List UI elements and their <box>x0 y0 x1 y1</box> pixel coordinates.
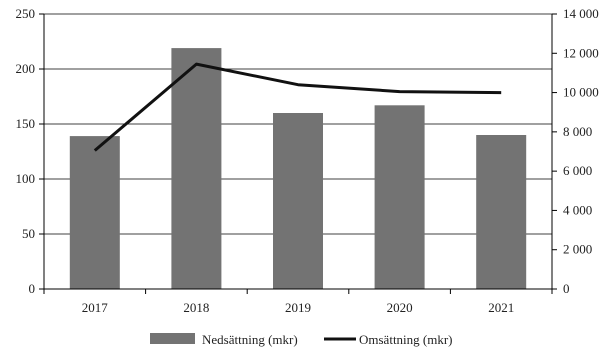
line-series-omsattning <box>93 62 502 152</box>
y-right-tick-label: 2 000 <box>563 242 592 257</box>
y-right-tick-label: 0 <box>563 281 570 296</box>
x-tick-label: 2017 <box>82 300 109 315</box>
bar-2018 <box>171 48 222 289</box>
bar-2021 <box>476 135 527 289</box>
x-tick-label: 2020 <box>387 300 413 315</box>
y-right-tick-label: 10 000 <box>563 85 599 100</box>
x-tick-label: 2019 <box>285 300 311 315</box>
y-right-tick-label: 12 000 <box>563 45 599 60</box>
y-axis-right-ticks: 0 2 000 4 000 6 000 8 000 10 000 12 000 14 000 <box>552 6 599 296</box>
legend-swatch-nedsattning <box>150 333 195 344</box>
axes <box>43 14 553 290</box>
y-left-tick-label: 150 <box>16 116 36 131</box>
y-left-tick-label: 250 <box>16 6 36 21</box>
x-tick-label: 2018 <box>183 300 209 315</box>
legend: Nedsättning (mkr) Omsättning (mkr) <box>150 332 453 347</box>
y-left-tick-label: 200 <box>16 61 36 76</box>
bar-2017 <box>69 136 120 289</box>
x-axis-ticks: 2017 2018 2019 2020 2021 <box>43 289 553 315</box>
legend-label-nedsattning: Nedsättning (mkr) <box>202 332 298 347</box>
y-left-tick-label: 50 <box>22 226 35 241</box>
bar-2019 <box>273 113 323 289</box>
y-left-tick-label: 0 <box>29 281 36 296</box>
y-axis-left-ticks: 0 50 100 150 200 250 <box>16 6 44 296</box>
bar-series-nedsattning <box>69 48 527 289</box>
y-right-tick-label: 8 000 <box>563 124 592 139</box>
y-right-tick-label: 4 000 <box>563 202 592 217</box>
y-right-tick-label: 14 000 <box>563 6 599 21</box>
y-right-tick-label: 6 000 <box>563 163 592 178</box>
bar-2020 <box>374 105 425 289</box>
x-tick-label: 2021 <box>488 300 514 315</box>
y-left-tick-label: 100 <box>16 171 36 186</box>
legend-label-omsattning: Omsättning (mkr) <box>359 332 453 347</box>
